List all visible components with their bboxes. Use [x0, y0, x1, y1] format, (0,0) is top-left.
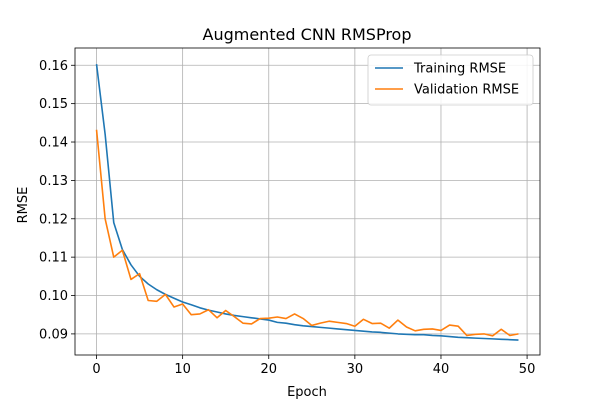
y-tick-label: 0.11: [39, 251, 68, 266]
legend: Training RMSE Validation RMSE: [367, 54, 534, 106]
x-tick-label: 0: [92, 362, 100, 377]
y-tick-label: 0.12: [39, 212, 68, 227]
x-tick-label: 20: [260, 362, 277, 377]
x-axis-label: Epoch: [287, 385, 327, 400]
axis-ticks: 0 10 20 30 40 50 0.09 0.10 0.11 0.12 0.13 0.14 0.15 0…: [39, 59, 535, 377]
x-tick-label: 50: [519, 362, 536, 377]
y-tick-label: 0.15: [39, 97, 68, 112]
y-tick-label: 0.14: [39, 136, 68, 151]
x-tick-label: 10: [174, 362, 191, 377]
legend-box: [367, 54, 534, 106]
series-line-training: [95, 64, 519, 341]
chart-title: Augmented CNN RMSProp: [203, 25, 412, 44]
legend-label: Validation RMSE: [414, 83, 519, 98]
y-tick-label: 0.13: [39, 174, 68, 189]
x-tick-label: 30: [347, 362, 364, 377]
x-tick-label: 40: [433, 362, 450, 377]
plot-frame: [74, 47, 541, 356]
y-axis-label: RMSE: [16, 187, 31, 224]
series-layer: [95, 64, 519, 341]
series-line-validation: [95, 129, 519, 337]
legend-label: Training RMSE: [413, 62, 506, 77]
y-tick-label: 0.09: [39, 327, 68, 342]
y-tick-label: 0.10: [39, 289, 68, 304]
y-tick-label: 0.16: [39, 59, 68, 74]
